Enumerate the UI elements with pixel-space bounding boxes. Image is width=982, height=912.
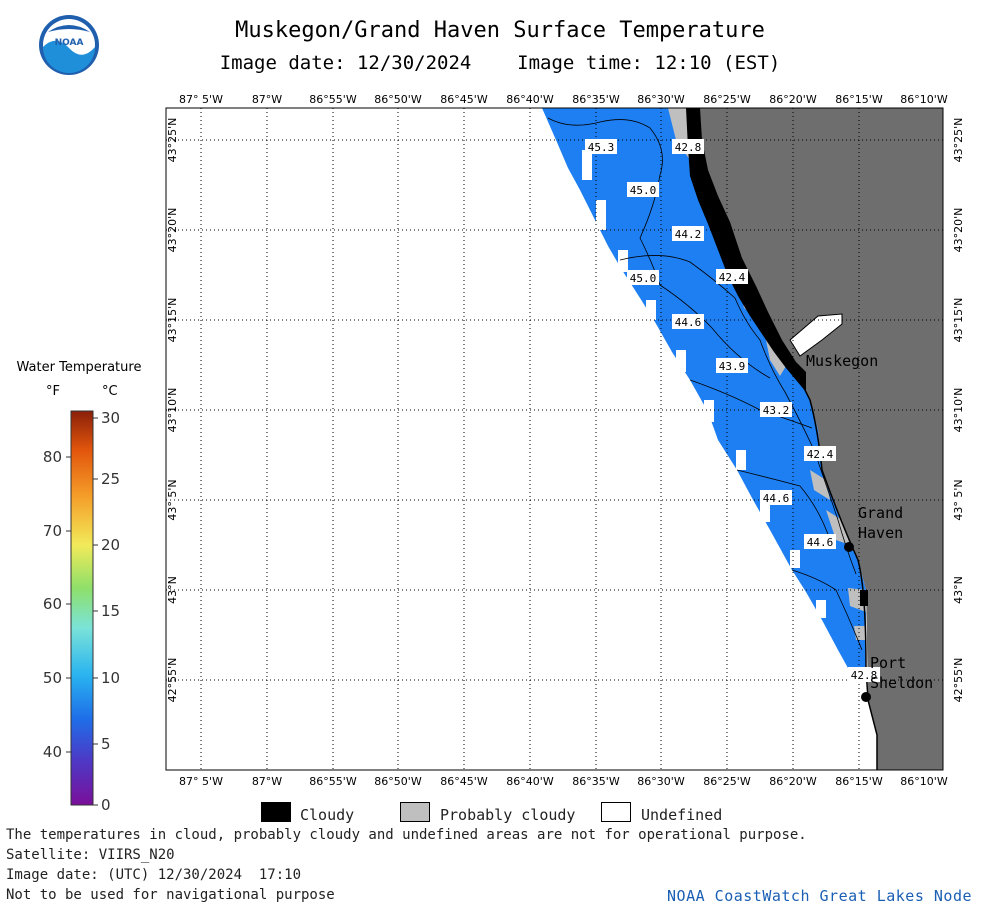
- lon-tick-top: 87°W: [252, 93, 282, 106]
- lon-tick-top: 86°15'W: [835, 93, 883, 106]
- water-area: [542, 108, 866, 668]
- place-muskegon: Muskegon: [806, 352, 878, 370]
- lon-tick-top: 86°35'W: [572, 93, 620, 106]
- place-grand-haven-1: Grand: [858, 504, 903, 522]
- temp-label: 42.8: [675, 141, 702, 154]
- probably-cloudy-swatch: [400, 802, 430, 822]
- temp-label: 42.8: [851, 669, 878, 682]
- map-frame: [165, 107, 944, 771]
- probably-cloudy-label: Probably cloudy: [440, 806, 576, 824]
- c-tick: 10: [101, 669, 120, 687]
- lat-tick-right: 43°10'N: [952, 388, 965, 433]
- cloudy-label: Cloudy: [300, 806, 355, 824]
- footer-satellite: Satellite: VIIRS_N20: [6, 847, 175, 863]
- lon-tick-bottom: 86°30'W: [637, 775, 685, 788]
- place-grand-haven-2: Haven: [858, 524, 903, 542]
- undefined-label: Undefined: [641, 806, 723, 824]
- lon-tick-bottom: 87°W: [252, 775, 282, 788]
- temp-label: 44.2: [675, 228, 702, 241]
- temp-label: 43.9: [719, 360, 746, 373]
- lon-tick-bottom: 86°20'W: [769, 775, 817, 788]
- lat-tick-left: 43° 5'N: [166, 479, 179, 520]
- lon-tick-top: 86°55'W: [309, 93, 357, 106]
- temp-label: 44.6: [807, 536, 834, 549]
- lat-tick-left: 43°10'N: [166, 388, 179, 433]
- unit-fahrenheit: °F: [46, 384, 60, 399]
- lon-tick-top: 86°25'W: [703, 93, 751, 106]
- lon-tick-top: 86°20'W: [769, 93, 817, 106]
- lat-tick-left: 43°15'N: [166, 298, 179, 343]
- svg-text:NOAA: NOAA: [55, 38, 84, 48]
- lon-tick-bottom: 87° 5'W: [179, 775, 223, 788]
- image-datetime: Image date: 12/30/2024 Image time: 12:10…: [150, 52, 850, 74]
- lon-tick-top: 86°30'W: [637, 93, 685, 106]
- lon-tick-bottom: 86°25'W: [703, 775, 751, 788]
- f-tick: 80: [43, 448, 62, 466]
- footer-note: The temperatures in cloud, probably clou…: [6, 827, 807, 843]
- temp-label: 42.4: [719, 271, 746, 284]
- lat-tick-right: 43°N: [952, 576, 965, 604]
- c-tick: 20: [101, 536, 120, 554]
- footer-utc-date: Image date: (UTC) 12/30/2024 17:10: [6, 867, 302, 883]
- lon-tick-bottom: 86°10'W: [900, 775, 948, 788]
- lat-tick-right: 43°20'N: [952, 208, 965, 253]
- lon-tick-top: 87° 5'W: [179, 93, 223, 106]
- f-tick: 40: [43, 743, 62, 761]
- c-tick: 25: [101, 470, 120, 488]
- lon-tick-bottom: 86°50'W: [374, 775, 422, 788]
- color-scale-bar: [70, 410, 94, 806]
- coastline: [693, 107, 878, 770]
- lat-tick-right: 43°15'N: [952, 298, 965, 343]
- lon-tick-top: 86°10'W: [900, 93, 948, 106]
- page-title: Muskegon/Grand Haven Surface Temperature: [235, 18, 765, 43]
- legend-title: Water Temperature: [16, 360, 142, 375]
- grand-haven-marker-icon: [844, 542, 854, 552]
- cloudy-swatch: [261, 802, 291, 822]
- lat-tick-left: 43°25'N: [166, 118, 179, 163]
- lat-tick-left: 43°N: [166, 576, 179, 604]
- land-area: [690, 108, 943, 770]
- unit-celsius: °C: [102, 384, 118, 399]
- place-port-sheldon-1: Port: [870, 654, 906, 672]
- lat-tick-right: 43°25'N: [952, 118, 965, 163]
- temp-label: 45.3: [588, 141, 615, 154]
- f-tick: 50: [43, 669, 62, 687]
- noaa-logo-icon: NOAA: [39, 15, 99, 75]
- c-tick: 30: [101, 409, 120, 427]
- temp-label: 45.0: [630, 184, 657, 197]
- footer-credit: NOAA CoastWatch Great Lakes Node: [667, 887, 972, 905]
- muskegon-lake: [789, 313, 843, 357]
- lon-tick-top: 86°40'W: [506, 93, 554, 106]
- lon-tick-top: 86°50'W: [374, 93, 422, 106]
- c-tick: 15: [101, 602, 120, 620]
- place-port-sheldon-2: Sheldon: [870, 674, 933, 692]
- c-tick: 0: [101, 796, 111, 814]
- c-tick: 5: [101, 735, 111, 753]
- lon-tick-bottom: 86°35'W: [572, 775, 620, 788]
- lat-tick-right: 42°55'N: [952, 658, 965, 703]
- port-sheldon-marker-icon: [861, 692, 871, 702]
- temp-label: 44.6: [675, 316, 702, 329]
- lat-tick-left: 42°55'N: [166, 658, 179, 703]
- footer-nav-warning: Not to be used for navigational purpose: [6, 887, 335, 903]
- lon-tick-bottom: 86°45'W: [440, 775, 488, 788]
- f-tick: 70: [43, 522, 62, 540]
- lon-tick-bottom: 86°55'W: [309, 775, 357, 788]
- lon-tick-bottom: 86°40'W: [506, 775, 554, 788]
- map-grid: [166, 108, 943, 770]
- f-tick: 60: [43, 595, 62, 613]
- temp-label: 42.4: [807, 448, 834, 461]
- lat-tick-left: 43°20'N: [166, 208, 179, 253]
- undefined-swatch: [601, 802, 631, 822]
- lon-tick-bottom: 86°15'W: [835, 775, 883, 788]
- temp-label: 44.6: [763, 492, 790, 505]
- temp-label: 45.0: [630, 272, 657, 285]
- lat-tick-right: 43° 5'N: [952, 479, 965, 520]
- image-date: Image date: 12/30/2024: [219, 52, 472, 74]
- image-time: Image time: 12:10 (EST): [517, 52, 781, 74]
- temp-label: 43.2: [763, 404, 790, 417]
- lon-tick-top: 86°45'W: [440, 93, 488, 106]
